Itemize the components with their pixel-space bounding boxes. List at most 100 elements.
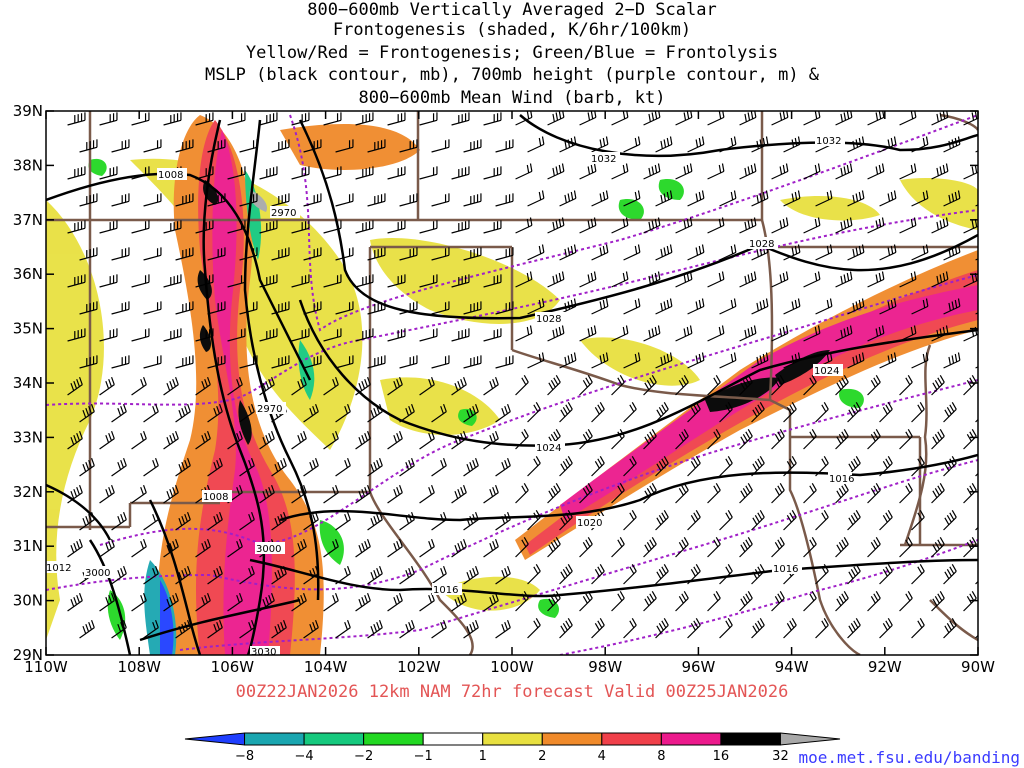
wind-barb	[207, 247, 226, 261]
credit-url[interactable]: moe.met.fsu.edu/banding	[798, 748, 1020, 767]
wind-barb	[687, 244, 705, 261]
wind-barb	[623, 402, 637, 423]
wind-barb	[195, 328, 214, 342]
wind-barb	[879, 136, 897, 153]
wind-barb	[579, 375, 593, 396]
wind-barb	[367, 511, 383, 531]
wind-barb	[771, 111, 789, 126]
mslp-label: 1016	[829, 474, 854, 485]
wind-barb	[239, 139, 258, 153]
wind-barb	[463, 457, 479, 477]
mslp-labels: 1032 1032 1008 1028 1028 1024 1024 1020 …	[46, 134, 854, 596]
wind-barb	[675, 163, 693, 180]
wind-barb	[143, 139, 162, 153]
wind-barb	[867, 483, 881, 504]
wind-barb	[291, 166, 310, 180]
wind-barb	[751, 136, 769, 153]
colorbar-segment	[779, 732, 841, 746]
wind-barb	[515, 375, 529, 396]
wind-barb	[815, 298, 833, 315]
wind-barb	[515, 271, 533, 288]
wind-barb	[527, 298, 545, 315]
wind-barb	[259, 112, 278, 126]
wind-barb	[623, 298, 641, 315]
wind-barb	[143, 565, 159, 585]
wind-barb	[239, 193, 258, 207]
wind-barb	[879, 190, 897, 207]
wind-barb	[803, 483, 817, 504]
wind-barb	[719, 244, 737, 261]
wind-barb	[227, 430, 243, 450]
wind-barb	[99, 274, 118, 288]
colorbar-label: −8	[235, 749, 254, 764]
wind-barb	[547, 111, 565, 126]
colorbar-label: 4	[598, 749, 606, 764]
mslp-label: 1032	[591, 154, 616, 165]
wind-barb	[399, 565, 415, 585]
wind-barb	[67, 430, 83, 450]
wind-barb	[579, 163, 597, 180]
wind-barb	[163, 376, 179, 396]
wind-barb	[111, 193, 130, 207]
wind-barb	[495, 403, 511, 423]
wind-barb	[963, 375, 977, 396]
wind-barb	[131, 112, 150, 126]
wind-barb	[259, 220, 278, 234]
wind-barb	[271, 619, 287, 639]
wind-barb	[707, 537, 721, 558]
wind-barb	[355, 274, 374, 288]
wind-barb	[867, 217, 885, 234]
wind-barb	[495, 355, 514, 369]
wind-barb	[291, 592, 307, 612]
wind-barb	[579, 217, 597, 234]
wind-barb	[739, 271, 757, 288]
wind-barb	[943, 136, 961, 153]
wind-barb	[399, 619, 415, 639]
wind-barb	[495, 247, 514, 261]
colorbar-segment	[482, 732, 543, 746]
wind-barb	[131, 220, 150, 234]
wind-barb	[611, 429, 625, 450]
wind-barb	[271, 457, 287, 477]
wind-barb	[547, 217, 565, 234]
wind-barb	[899, 163, 917, 180]
lat-label: 39N	[13, 102, 43, 120]
colorbar-label: 8	[657, 749, 665, 764]
wind-barb	[323, 112, 342, 126]
wind-barb	[99, 538, 115, 558]
wind-barb	[879, 244, 897, 261]
wind-barb	[943, 352, 961, 369]
lon-label: 98W	[588, 658, 622, 676]
wind-barb	[591, 564, 605, 585]
wind-barb	[207, 193, 226, 207]
wind-barb	[707, 483, 721, 504]
wind-barb	[559, 510, 573, 531]
wind-barb	[239, 355, 258, 369]
wind-barb	[271, 511, 287, 531]
wind-barb	[643, 325, 661, 342]
wind-barb	[387, 592, 403, 612]
wind-barb	[623, 510, 637, 531]
wind-barb	[495, 193, 514, 207]
wind-barb	[739, 163, 757, 180]
wind-barb	[367, 247, 386, 261]
wind-barb	[687, 298, 705, 315]
wind-barb	[803, 537, 817, 558]
wind-barb	[271, 247, 290, 261]
wind-barb	[515, 111, 533, 126]
wind-barb	[911, 244, 929, 261]
wind-barb	[67, 538, 83, 558]
wind-barb	[483, 592, 499, 612]
wind-barb	[899, 429, 913, 450]
wind-barb	[335, 457, 351, 477]
wind-barb	[355, 328, 374, 342]
wind-barb	[259, 166, 278, 180]
wind-barb	[771, 537, 785, 558]
wind-barb	[943, 298, 961, 315]
wind-barb	[911, 456, 925, 477]
wind-barb	[195, 220, 214, 234]
wind-barb	[623, 456, 637, 477]
wind-barb	[751, 618, 765, 639]
wind-barb	[771, 429, 785, 450]
wind-barb	[643, 537, 657, 558]
